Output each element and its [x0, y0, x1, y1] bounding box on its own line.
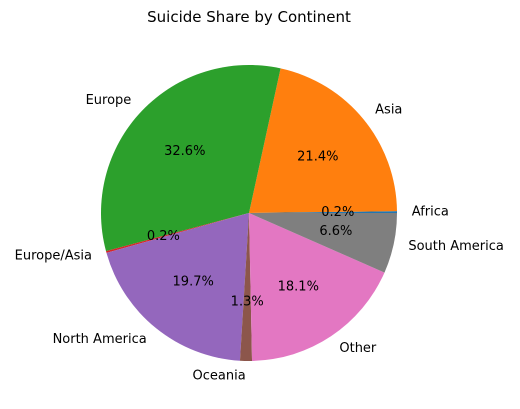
slice-label-south-america: South America: [408, 239, 504, 254]
slice-pct-other: 18.1%: [278, 279, 319, 294]
slice-pct-africa: 0.2%: [321, 205, 354, 220]
slice-pct-south-america: 6.6%: [319, 224, 352, 239]
slice-label-oceania: Oceania: [193, 368, 246, 383]
slice-label-other: Other: [339, 341, 377, 356]
slice-label-africa: Africa: [412, 204, 449, 219]
slice-pct-oceania: 1.3%: [231, 294, 264, 309]
slice-pct-europe-asia: 0.2%: [147, 229, 180, 244]
slice-label-europe-asia: Europe/Asia: [15, 248, 92, 263]
slice-pct-asia: 21.4%: [297, 149, 338, 164]
chart-title: Suicide Share by Continent: [147, 8, 351, 26]
slice-label-north-america: North America: [53, 332, 147, 347]
slice-label-asia: Asia: [375, 103, 402, 118]
slice-pct-north-america: 19.7%: [173, 275, 214, 290]
slice-pct-europe: 32.6%: [164, 144, 205, 159]
slice-label-europe: Europe: [86, 93, 132, 108]
